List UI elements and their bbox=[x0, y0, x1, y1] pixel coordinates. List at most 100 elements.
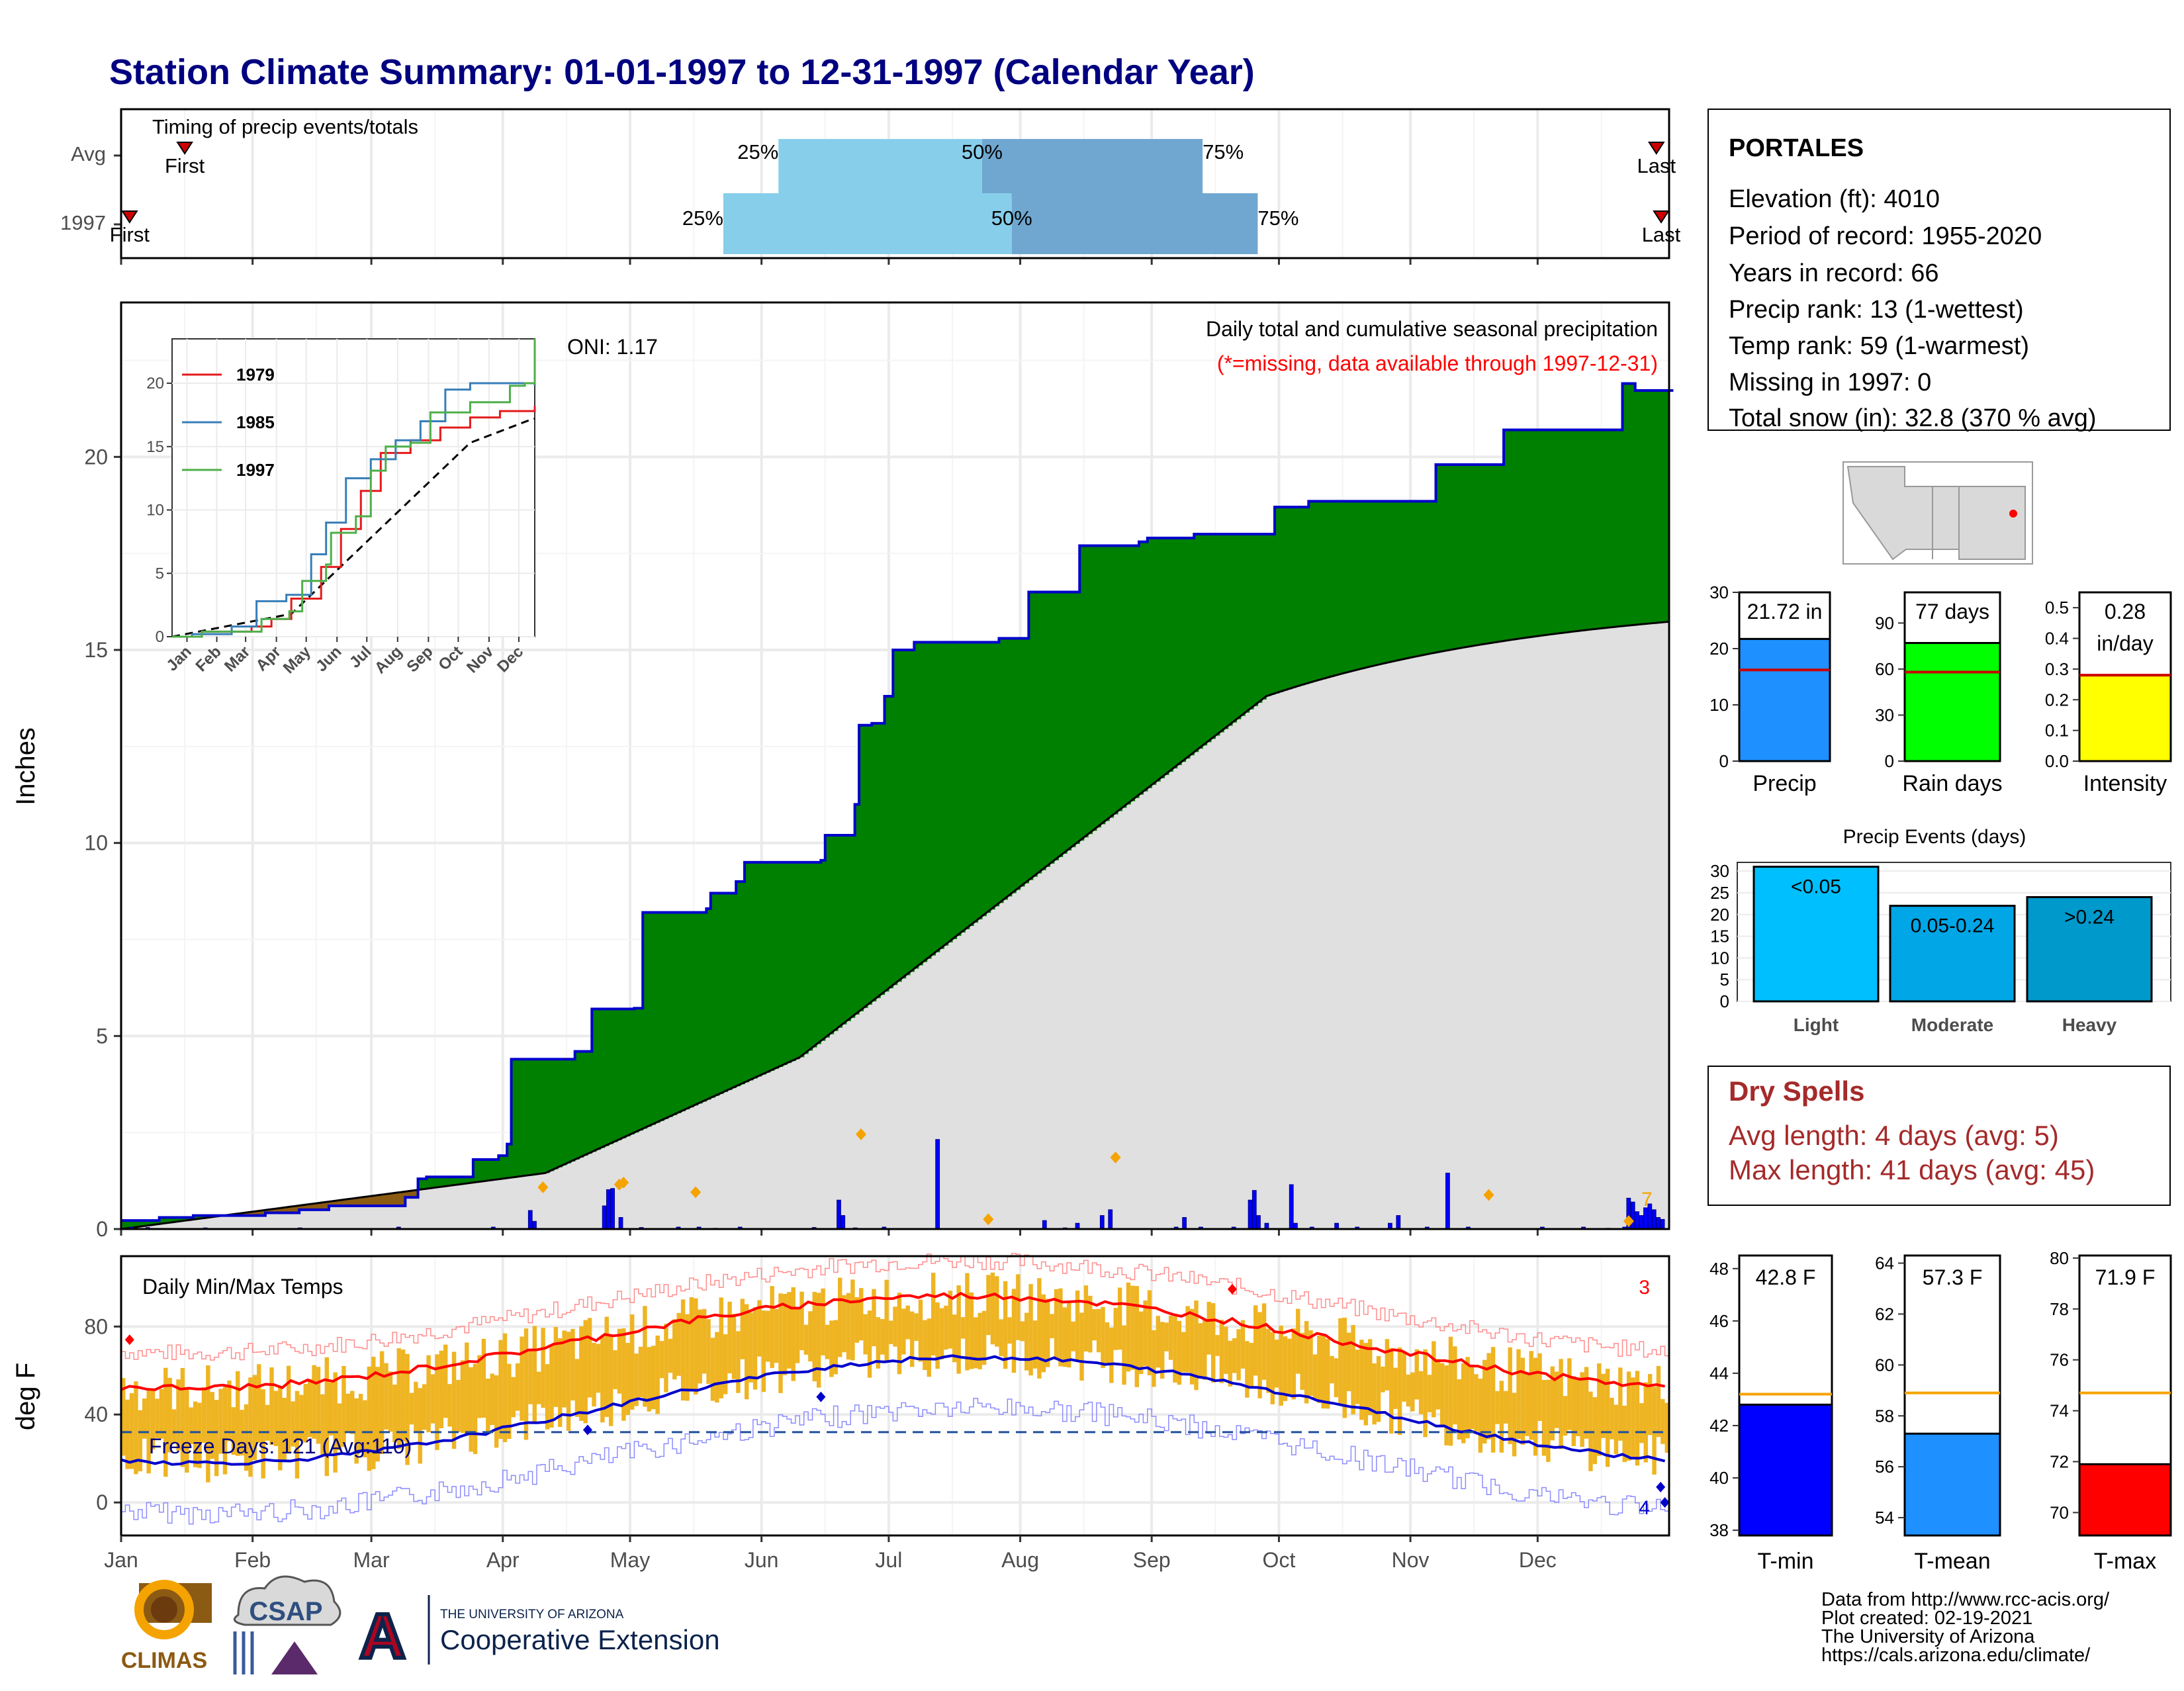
events-category-label: Light bbox=[1794, 1015, 1839, 1035]
daily-temp-bar bbox=[1402, 1351, 1406, 1401]
daily-temp-bar bbox=[609, 1336, 613, 1426]
cumulative-departure-segment bbox=[558, 1059, 563, 1167]
cumulative-departure-segment bbox=[431, 1177, 435, 1188]
daily-temp-bar bbox=[1415, 1349, 1419, 1400]
cumulative-departure-segment bbox=[1500, 465, 1504, 641]
cumulative-departure-segment bbox=[1292, 507, 1297, 688]
daily-temp-bar bbox=[1661, 1399, 1664, 1444]
daily-precip-bar bbox=[1631, 1202, 1635, 1229]
timing-p25-label: 25% bbox=[682, 206, 723, 230]
daily-temp-bar bbox=[927, 1318, 931, 1377]
daily-precip-bar bbox=[1639, 1216, 1643, 1229]
daily-precip-bar bbox=[1100, 1216, 1104, 1229]
cumulative-departure-segment bbox=[804, 862, 809, 1054]
daily-precip-bar bbox=[1657, 1218, 1661, 1230]
daily-temp-bar bbox=[350, 1391, 354, 1434]
daily-temp-bar bbox=[1525, 1373, 1529, 1436]
cumulative-departure-segment bbox=[1618, 430, 1623, 627]
daily-temp-bar bbox=[923, 1320, 927, 1370]
cumulative-departure-segment bbox=[375, 1195, 380, 1206]
daily-temp-bar bbox=[1368, 1339, 1372, 1415]
daily-temp-bar bbox=[1504, 1391, 1508, 1424]
cumulative-departure-segment bbox=[1652, 390, 1657, 623]
csap-logo: CSAP bbox=[234, 1577, 340, 1674]
temp-y-tick-label: 40 bbox=[84, 1402, 108, 1426]
cumulative-departure-segment bbox=[1389, 501, 1394, 662]
daily-precip-bar bbox=[1289, 1185, 1293, 1229]
mini-bar-tick-label: 30 bbox=[1875, 705, 1894, 725]
station-missing: Missing in 1997: 0 bbox=[1729, 369, 1931, 396]
cumulative-departure-segment bbox=[1533, 430, 1538, 637]
cumulative-departure-segment bbox=[490, 1160, 495, 1180]
daily-temp-bar bbox=[596, 1344, 600, 1393]
daily-temp-bar bbox=[1207, 1302, 1211, 1355]
daily-temp-bar bbox=[1474, 1374, 1478, 1431]
cumulative-departure-segment bbox=[1152, 538, 1156, 785]
events-bar-label: <0.05 bbox=[1791, 876, 1841, 898]
cumulative-departure-segment bbox=[1092, 546, 1097, 831]
temp-bar-tick-label: 78 bbox=[2050, 1299, 2069, 1319]
daily-temp-bar bbox=[1410, 1373, 1414, 1412]
cumulative-departure-segment bbox=[1347, 501, 1351, 672]
cumulative-departure-segment bbox=[660, 913, 664, 1121]
cumulative-departure-segment bbox=[1537, 430, 1542, 637]
daily-temp-bar bbox=[329, 1383, 333, 1436]
cumulative-departure-segment bbox=[1444, 465, 1449, 651]
daily-temp-bar bbox=[1385, 1339, 1389, 1391]
daily-temp-bar bbox=[541, 1328, 545, 1408]
cumulative-departure-segment bbox=[579, 1052, 584, 1158]
events-tick-label: 0 bbox=[1720, 991, 1729, 1011]
cumulative-departure-segment bbox=[1160, 538, 1165, 778]
cumulative-departure-segment bbox=[970, 642, 974, 926]
daily-temp-bar bbox=[787, 1292, 791, 1369]
cumulative-departure-segment bbox=[1529, 430, 1534, 637]
cumulative-departure-segment bbox=[995, 642, 999, 906]
cumulative-departure-segment bbox=[1067, 592, 1071, 851]
dry-spells-title: Dry Spells bbox=[1729, 1075, 1864, 1107]
daily-temp-bar bbox=[855, 1297, 859, 1343]
mini-bar-tick-label: 0.5 bbox=[2045, 598, 2069, 617]
timing-p25-label: 25% bbox=[737, 140, 778, 163]
cumulative-departure-segment bbox=[588, 1052, 592, 1154]
cumulative-departure-segment bbox=[901, 650, 906, 978]
cumulative-departure-segment bbox=[1508, 430, 1512, 641]
cumulative-departure-segment bbox=[1105, 546, 1110, 821]
daily-temp-bar bbox=[1199, 1323, 1203, 1377]
cumulative-departure-segment bbox=[1567, 430, 1572, 633]
cumulative-departure-segment bbox=[1521, 430, 1525, 639]
inset-y-tick-label: 0 bbox=[156, 628, 164, 646]
timing-bar-upper bbox=[1012, 193, 1258, 254]
daily-temp-bar bbox=[185, 1387, 189, 1473]
cumulative-departure-segment bbox=[1343, 501, 1347, 673]
station-temp-rank: Temp rank: 59 (1-warmest) bbox=[1729, 332, 2029, 360]
cumulative-departure-segment bbox=[825, 835, 830, 1038]
daily-temp-bar bbox=[1220, 1320, 1224, 1383]
cumulative-departure-segment bbox=[694, 913, 698, 1106]
daily-temp-bar bbox=[1118, 1288, 1122, 1350]
cumulative-departure-segment bbox=[783, 862, 788, 1065]
daily-temp-bar bbox=[676, 1313, 680, 1376]
daily-temp-bar bbox=[974, 1317, 978, 1368]
cumulative-departure-segment bbox=[1253, 534, 1258, 706]
cumulative-departure-segment bbox=[1572, 430, 1576, 632]
daily-temp-bar bbox=[125, 1400, 129, 1469]
daily-temp-bar bbox=[1393, 1368, 1397, 1409]
daily-temp-bar bbox=[799, 1292, 803, 1350]
daily-temp-bar bbox=[1236, 1329, 1240, 1380]
daily-temp-bar bbox=[1537, 1353, 1541, 1421]
cumulative-departure-segment bbox=[1224, 534, 1228, 729]
cumulative-departure-segment bbox=[630, 1009, 635, 1135]
cumulative-departure-segment bbox=[796, 862, 800, 1060]
daily-temp-bar bbox=[1639, 1403, 1643, 1443]
cumulative-departure-segment bbox=[609, 1009, 614, 1144]
daily-temp-bar bbox=[1169, 1316, 1173, 1360]
cumulative-departure-segment bbox=[927, 642, 932, 958]
cumulative-departure-segment bbox=[762, 862, 766, 1075]
daily-temp-bar bbox=[727, 1302, 731, 1373]
cumulative-departure-segment bbox=[952, 642, 957, 939]
temp-bar-tick-label: 56 bbox=[1875, 1457, 1894, 1477]
cumulative-departure-segment bbox=[1563, 430, 1568, 633]
